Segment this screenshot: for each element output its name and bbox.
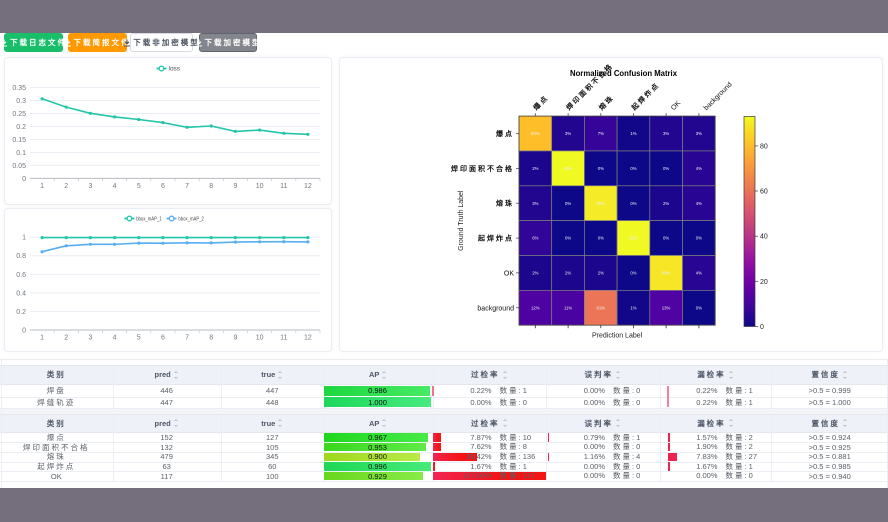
svg-text:6: 6 (161, 183, 165, 190)
svg-text:0%: 0% (663, 166, 669, 171)
svg-text:0: 0 (22, 176, 26, 183)
svg-text:2%: 2% (598, 271, 604, 276)
svg-text:loss: loss (169, 66, 181, 73)
svg-text:3%: 3% (663, 131, 669, 136)
svg-text:background: background (477, 305, 514, 312)
svg-text:爆点: 爆点 (531, 93, 550, 112)
svg-text:10: 10 (256, 183, 264, 190)
svg-text:61%: 61% (596, 305, 605, 310)
svg-text:9: 9 (233, 334, 237, 341)
svg-text:7: 7 (185, 334, 189, 341)
svg-text:0: 0 (760, 324, 764, 331)
svg-text:2%: 2% (565, 271, 571, 276)
svg-text:7%: 7% (598, 131, 604, 136)
svg-text:13%: 13% (662, 305, 671, 310)
svg-text:20: 20 (760, 279, 768, 286)
svg-text:bbox_mAP_1: bbox_mAP_1 (136, 216, 162, 222)
svg-text:焊印面积不合格: 焊印面积不合格 (451, 164, 514, 173)
svg-text:2%: 2% (532, 271, 538, 276)
svg-text:8: 8 (209, 183, 213, 190)
svg-text:1: 1 (40, 334, 44, 341)
svg-text:12: 12 (304, 334, 312, 341)
svg-text:0%: 0% (630, 271, 636, 276)
svg-text:0.15: 0.15 (12, 137, 26, 144)
svg-text:Prediction Label: Prediction Label (592, 333, 643, 340)
svg-text:bbox_mAP_2: bbox_mAP_2 (178, 216, 204, 222)
svg-text:4: 4 (113, 334, 117, 341)
svg-text:0%: 0% (565, 201, 571, 206)
svg-text:3: 3 (88, 334, 92, 341)
svg-text:6: 6 (161, 334, 165, 341)
svg-text:80%: 80% (531, 131, 540, 136)
svg-text:background: background (703, 81, 734, 112)
svg-text:0%: 0% (630, 201, 636, 206)
svg-text:熔珠: 熔珠 (597, 93, 616, 112)
svg-text:2%: 2% (532, 166, 538, 171)
svg-text:93%: 93% (564, 166, 573, 171)
svg-text:Normalized Confusion Matrix: Normalized Confusion Matrix (570, 68, 677, 78)
svg-text:11%: 11% (564, 305, 572, 310)
svg-text:5: 5 (137, 334, 141, 341)
svg-text:5: 5 (137, 183, 141, 190)
svg-text:0%: 0% (696, 236, 702, 241)
svg-text:11: 11 (280, 334, 287, 341)
svg-text:4%: 4% (696, 271, 702, 276)
svg-text:0.1: 0.1 (16, 150, 26, 157)
svg-text:1%: 1% (630, 131, 636, 136)
svg-text:4%: 4% (696, 201, 702, 206)
svg-text:1: 1 (22, 234, 26, 241)
svg-text:89%: 89% (662, 271, 671, 276)
svg-text:熔珠: 熔珠 (496, 199, 514, 208)
svg-text:OK: OK (504, 270, 514, 277)
svg-text:3: 3 (88, 183, 92, 190)
svg-text:4%: 4% (696, 166, 702, 171)
svg-text:0.8: 0.8 (16, 253, 26, 260)
svg-text:3%: 3% (565, 131, 571, 136)
svg-text:0%: 0% (565, 236, 571, 241)
svg-text:OK: OK (670, 100, 682, 112)
svg-text:爆点: 爆点 (496, 129, 514, 138)
svg-text:起焊炸点: 起焊炸点 (629, 80, 662, 113)
svg-text:40: 40 (760, 234, 768, 241)
svg-text:3%: 3% (696, 131, 702, 136)
svg-text:6%: 6% (532, 236, 538, 241)
svg-text:7: 7 (185, 183, 189, 190)
svg-text:0%: 0% (630, 166, 636, 171)
svg-text:0%: 0% (663, 236, 669, 241)
svg-text:80: 80 (760, 143, 768, 150)
svg-text:2: 2 (64, 334, 68, 341)
svg-text:Ground Truth Label: Ground Truth Label (458, 190, 465, 251)
svg-text:0%: 0% (598, 236, 604, 241)
svg-text:3%: 3% (532, 201, 538, 206)
svg-text:8: 8 (209, 334, 213, 341)
svg-text:0: 0 (22, 327, 26, 334)
svg-text:60: 60 (760, 189, 768, 196)
svg-text:12%: 12% (531, 305, 540, 310)
svg-text:90%: 90% (596, 201, 605, 206)
svg-text:1%: 1% (630, 305, 636, 310)
svg-text:93%: 93% (629, 236, 638, 241)
svg-text:0.4: 0.4 (16, 290, 26, 297)
svg-text:0.2: 0.2 (16, 124, 26, 131)
svg-text:1: 1 (40, 183, 44, 190)
svg-text:9: 9 (233, 183, 237, 190)
svg-text:11: 11 (280, 183, 287, 190)
svg-text:0.6: 0.6 (16, 271, 26, 278)
svg-text:2%: 2% (663, 201, 669, 206)
svg-text:0%: 0% (598, 166, 604, 171)
svg-text:0.05: 0.05 (12, 163, 26, 170)
svg-text:0.3: 0.3 (16, 98, 26, 105)
svg-text:0.2: 0.2 (16, 308, 26, 315)
svg-text:2: 2 (64, 183, 68, 190)
svg-text:12: 12 (304, 183, 312, 190)
svg-text:0.35: 0.35 (12, 85, 26, 92)
svg-text:10: 10 (256, 334, 264, 341)
svg-text:0.25: 0.25 (12, 111, 26, 118)
svg-text:起焊炸点: 起焊炸点 (477, 234, 514, 243)
svg-text:4: 4 (113, 183, 117, 190)
svg-text:0%: 0% (696, 305, 702, 310)
